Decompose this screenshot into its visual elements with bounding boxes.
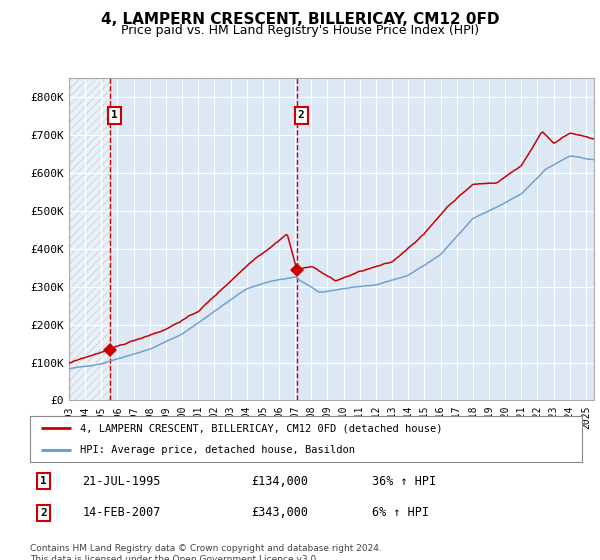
Text: £134,000: £134,000 — [251, 475, 308, 488]
Text: 2: 2 — [40, 508, 47, 518]
Text: 21-JUL-1995: 21-JUL-1995 — [82, 475, 161, 488]
Text: Contains HM Land Registry data © Crown copyright and database right 2024.
This d: Contains HM Land Registry data © Crown c… — [30, 544, 382, 560]
Text: 1: 1 — [111, 110, 118, 120]
Bar — [69, 78, 110, 400]
Text: 6% ↑ HPI: 6% ↑ HPI — [372, 506, 429, 520]
Text: Price paid vs. HM Land Registry's House Price Index (HPI): Price paid vs. HM Land Registry's House … — [121, 24, 479, 37]
Text: 1: 1 — [40, 477, 47, 487]
Text: £343,000: £343,000 — [251, 506, 308, 520]
Text: 14-FEB-2007: 14-FEB-2007 — [82, 506, 161, 520]
Text: 2: 2 — [298, 110, 305, 120]
Text: 4, LAMPERN CRESCENT, BILLERICAY, CM12 0FD: 4, LAMPERN CRESCENT, BILLERICAY, CM12 0F… — [101, 12, 499, 27]
Text: 4, LAMPERN CRESCENT, BILLERICAY, CM12 0FD (detached house): 4, LAMPERN CRESCENT, BILLERICAY, CM12 0F… — [80, 423, 442, 433]
Text: 36% ↑ HPI: 36% ↑ HPI — [372, 475, 436, 488]
Text: HPI: Average price, detached house, Basildon: HPI: Average price, detached house, Basi… — [80, 445, 355, 455]
